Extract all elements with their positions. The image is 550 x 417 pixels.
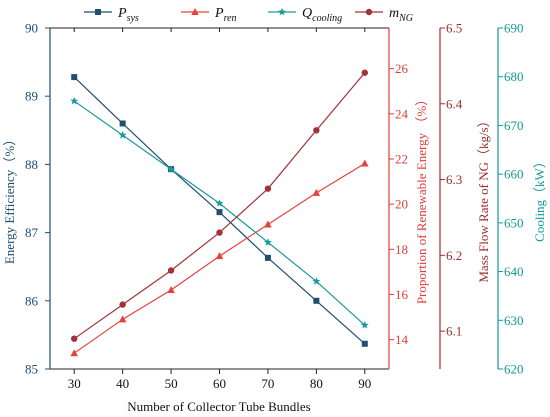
data-point-P_ren	[264, 220, 272, 228]
y-tick-label-ren: 20	[395, 197, 408, 212]
data-point-P_ren	[70, 349, 79, 357]
y-tick-label-ng: 6.4	[446, 96, 463, 111]
y-tick-label-ren: 14	[395, 332, 409, 347]
y-tick-label-eff: 85	[25, 362, 38, 377]
y-tick-label-ren: 18	[395, 242, 408, 257]
y-tick-label-ng: 6.3	[446, 172, 462, 187]
legend-marker-m_NG	[365, 8, 373, 16]
y-tick-label-ng: 6.1	[446, 324, 462, 339]
data-point-P_sys	[216, 209, 223, 216]
x-tick-label: 80	[310, 376, 323, 391]
y-tick-label-cool: 640	[504, 264, 524, 279]
series-line-m_NG	[73, 72, 366, 340]
y-tick-label-cool: 650	[504, 215, 524, 230]
y-tick-label-ren: 22	[395, 151, 408, 166]
data-point-P_ren	[167, 285, 175, 293]
data-point-P_sys	[264, 254, 271, 261]
x-tick-label: 50	[165, 376, 178, 391]
legend-marker-Q_cooling	[278, 7, 286, 16]
y-axis-title-cool: Cooling（kW）	[532, 155, 547, 242]
legend-label-P_ren: Pren	[214, 6, 237, 24]
data-point-Q_cooling	[263, 238, 272, 246]
data-point-P_sys	[361, 340, 368, 347]
data-point-P_ren	[118, 315, 127, 323]
y-axis-title-ren: Proportion of Renewable Energy （%）	[414, 93, 429, 304]
data-point-m_NG	[313, 127, 320, 134]
legend-marker-P_sys	[95, 9, 101, 15]
y-tick-label-cool: 630	[504, 313, 524, 328]
x-tick-label: 60	[213, 376, 226, 391]
data-point-Q_cooling	[70, 96, 79, 105]
series-layer	[70, 69, 369, 357]
x-axis-title: Number of Collector Tube Bundles	[127, 399, 310, 414]
data-point-P_ren	[360, 159, 369, 167]
data-point-P_sys	[119, 120, 126, 127]
data-point-m_NG	[119, 301, 126, 308]
data-point-m_NG	[216, 229, 223, 236]
y-axis-title-ng: Mass Flow Rate of NG（kg/s）	[476, 114, 491, 282]
data-point-m_NG	[167, 267, 175, 274]
data-point-Q_cooling	[312, 277, 321, 285]
y-tick-label-cool: 690	[504, 21, 524, 36]
data-point-Q_cooling	[118, 130, 127, 139]
data-point-P_sys	[313, 297, 320, 304]
y-tick-label-eff: 87	[25, 225, 39, 240]
data-point-P_ren	[215, 252, 224, 260]
legend-marker-P_ren	[191, 8, 199, 15]
legend-label-P_sys: Psys	[117, 6, 139, 24]
y-tick-label-cool: 660	[504, 167, 524, 182]
y-tick-label-ng: 6.5	[446, 21, 462, 36]
data-point-m_NG	[71, 335, 78, 342]
data-point-P_sys	[71, 74, 78, 81]
y-tick-label-ng: 6.2	[446, 248, 462, 263]
legend: Psys Pren Qcooling mNG	[84, 6, 413, 24]
y-axis-title-eff: Energy Efficiency（%）	[2, 133, 17, 264]
x-tick-label: 70	[261, 376, 274, 391]
y-tick-label-eff: 90	[25, 21, 38, 36]
legend-label-m_NG: mNG	[389, 6, 413, 24]
data-point-Q_cooling	[360, 320, 369, 329]
y-tick-label-ren: 24	[395, 106, 409, 121]
data-point-P_ren	[312, 188, 321, 196]
data-point-m_NG	[264, 185, 272, 192]
x-tick-label: 30	[68, 376, 81, 391]
data-point-Q_cooling	[215, 199, 224, 207]
data-point-Q_cooling	[167, 165, 176, 173]
y-tick-label-cool: 670	[504, 118, 524, 133]
y-tick-label-cool: 620	[504, 362, 524, 377]
y-tick-label-eff: 86	[25, 293, 39, 308]
y-tick-label-eff: 88	[25, 157, 38, 172]
legend-label-Q_cooling: Qcooling	[302, 6, 342, 24]
y-tick-label-eff: 89	[25, 89, 38, 104]
x-tick-label: 40	[116, 376, 129, 391]
y-tick-label-ren: 16	[395, 287, 409, 302]
y-tick-label-ren: 26	[395, 61, 409, 76]
axes-layer: 30 40 50 60 70 80 90 85 86 87 88 89 90 Energy Efficie…	[2, 21, 547, 392]
data-point-m_NG	[361, 69, 368, 76]
y-tick-label-cool: 680	[504, 69, 524, 84]
x-tick-label: 90	[358, 376, 371, 391]
